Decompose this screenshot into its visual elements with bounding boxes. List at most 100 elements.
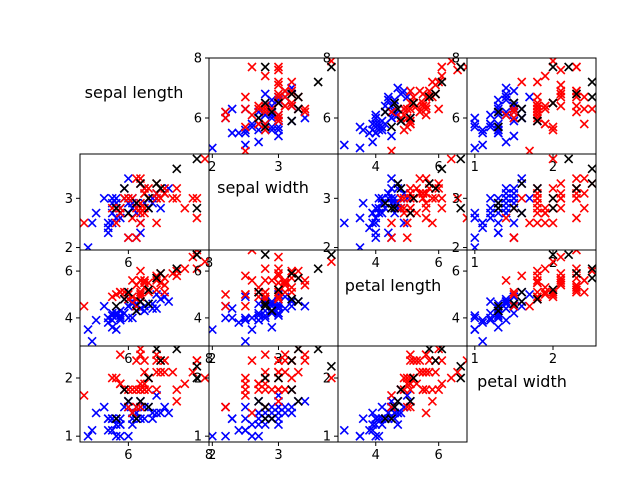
point-group_b-30: [168, 367, 178, 377]
y-tick-label: 3: [65, 192, 73, 207]
point-group_c-8: [192, 250, 202, 260]
point-group_c-7: [456, 373, 466, 383]
point-group_b-0: [80, 390, 89, 401]
point-group_a-32: [139, 402, 150, 412]
point-group_c-11: [260, 301, 270, 311]
point-group_b-14: [267, 275, 277, 286]
point-group_a-41: [339, 425, 349, 435]
point-group_c-10: [267, 107, 277, 117]
point-group_b-33: [180, 379, 190, 389]
x-tick-label: 3: [274, 448, 282, 463]
point-group_b-1: [548, 125, 558, 135]
point-group_a-13: [485, 313, 496, 323]
point-group_c-2: [393, 396, 403, 406]
point-group_a-4: [234, 318, 244, 328]
point-group_b-36: [571, 193, 582, 203]
point-group_c-5: [430, 355, 441, 366]
point-group_a-15: [254, 431, 264, 441]
point-group_b-22: [287, 287, 297, 297]
point-group_c-1: [254, 113, 264, 123]
point-group_b-39: [532, 287, 542, 297]
point-group_a-1: [91, 208, 101, 218]
point-group_c-5: [571, 268, 582, 278]
point-group_c-4: [587, 273, 596, 283]
panel-petal-width-vs-petal-length: 4 6 1 2: [323, 345, 468, 463]
point-group_c-1: [123, 287, 133, 297]
point-group_b-21: [143, 278, 154, 288]
point-group_b-17: [556, 101, 566, 111]
point-group_c-10: [380, 107, 390, 117]
point-group_a-18: [371, 431, 381, 441]
point-group_c-7: [548, 250, 558, 260]
panel-sepal-length-vs-sepal-width: 2 3 6 8: [194, 52, 339, 175]
point-group_b-43: [280, 101, 290, 111]
point-group_b-21: [143, 385, 154, 395]
point-group_b-31: [273, 77, 284, 87]
point-group_b-10: [571, 174, 582, 184]
point-group_b-11: [135, 289, 146, 300]
point-group_c-8: [192, 154, 202, 164]
point-group_b-34: [188, 367, 198, 377]
point-group_a-28: [227, 104, 237, 114]
point-group_b-0: [524, 218, 535, 228]
point-group_b-30: [168, 193, 178, 203]
point-group_b-23: [240, 271, 250, 281]
point-group_a-7: [358, 198, 368, 208]
point-group_c-0: [119, 385, 129, 395]
point-group_a-1: [254, 137, 264, 147]
point-group_a-9: [111, 431, 121, 441]
point-group_c-2: [293, 296, 303, 307]
x-tick-label: 1: [471, 256, 479, 271]
panel-petal-width-vs-sepal-length-points: [80, 346, 209, 441]
point-group_a-36: [524, 92, 535, 102]
point-group_c-5: [156, 183, 166, 194]
point-group_b-36: [437, 62, 447, 72]
point-group_c-3: [143, 193, 154, 203]
point-group_b-41: [556, 178, 566, 189]
point-group_b-2: [111, 218, 121, 228]
point-group_c-8: [564, 154, 574, 164]
point-group_b-40: [386, 233, 397, 243]
point-group_a-6: [107, 425, 117, 435]
point-group_b-33: [180, 203, 190, 213]
point-group_b-22: [405, 98, 415, 108]
point-group_b-5: [220, 289, 231, 300]
point-group_b-43: [532, 278, 542, 288]
point-group_a-40: [393, 83, 403, 93]
point-group_b-19: [139, 355, 150, 366]
point-group_b-38: [540, 208, 550, 218]
point-group_c-8: [192, 361, 202, 371]
point-group_c-2: [517, 296, 527, 307]
point-group_b-42: [421, 174, 431, 184]
point-group_b-34: [452, 193, 463, 203]
point-group_a-4: [478, 318, 488, 328]
point-group_a-9: [355, 431, 365, 441]
point-group_a-0: [209, 143, 217, 153]
point-group_b-43: [280, 385, 290, 395]
point-group_b-39: [273, 116, 284, 126]
point-group_a-4: [364, 223, 375, 233]
diag-label-2: petal length: [345, 276, 442, 295]
point-group_a-14: [485, 119, 496, 129]
panel-sepal-length-vs-petal-length-points: [339, 58, 467, 154]
point-group_b-40: [131, 402, 142, 412]
panel-sepal-width-vs-petal-length: 4 623: [323, 153, 468, 271]
point-group_a-41: [478, 336, 488, 346]
point-group_b-34: [273, 252, 284, 262]
point-group_a-18: [123, 431, 133, 441]
point-group_c-11: [111, 301, 121, 311]
point-group_b-1: [107, 203, 117, 213]
point-group_b-40: [131, 233, 142, 243]
point-group_b-32: [172, 385, 182, 395]
point-group_a-42: [377, 208, 387, 218]
panel-petal-length-vs-sepal-length-points: [80, 250, 209, 346]
x-tick-label: 2: [208, 160, 216, 175]
point-group_a-34: [493, 95, 503, 105]
point-group_a-12: [485, 122, 496, 132]
point-group_b-36: [437, 193, 447, 203]
point-group_b-5: [402, 233, 412, 243]
point-group_a-28: [227, 303, 237, 314]
point-group_a-23: [485, 110, 496, 120]
point-group_b-23: [240, 385, 250, 395]
